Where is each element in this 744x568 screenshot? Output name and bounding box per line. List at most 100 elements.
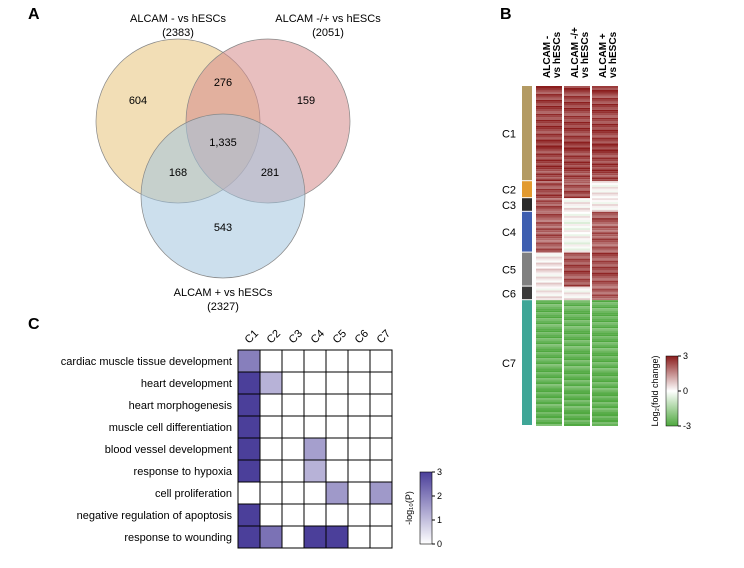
heatmap-cell — [536, 92, 562, 94]
heatmap-cell — [536, 212, 562, 214]
heatmap-cell — [536, 368, 562, 370]
gomatrix-cell — [282, 394, 304, 416]
heatmap-cell — [564, 396, 590, 398]
heatmap-cell — [564, 96, 590, 98]
heatmap-cell — [536, 338, 562, 340]
heatmap-cell — [564, 191, 590, 193]
heatmap-cell — [592, 350, 618, 352]
heatmap-cell — [592, 251, 618, 253]
gomatrix-cell — [260, 416, 282, 438]
heatmap-cell — [536, 289, 562, 291]
heatmap-cb-tick: -3 — [683, 421, 691, 431]
heatmap-cell — [536, 376, 562, 378]
heatmap-cell — [592, 261, 618, 263]
heatmap-cell — [592, 374, 618, 376]
heatmap-cell — [592, 348, 618, 350]
heatmap-cell — [564, 322, 590, 324]
gomatrix-cell — [348, 350, 370, 372]
heatmap-cell — [564, 210, 590, 212]
heatmap-cell — [536, 300, 562, 302]
heatmap-cell — [592, 202, 618, 204]
venn-value-5: 281 — [261, 167, 279, 179]
heatmap-cell — [536, 102, 562, 104]
gomatrix-cell — [370, 504, 392, 526]
heatmap-cell — [592, 259, 618, 261]
gomatrix-cell — [238, 504, 260, 526]
heatmap-cell — [536, 234, 562, 236]
heatmap-cb-tick: 0 — [683, 386, 688, 396]
gomatrix-col-C6: C6 — [353, 328, 371, 346]
gomatrix-cell — [282, 350, 304, 372]
heatmap-cell — [564, 336, 590, 338]
heatmap-cell — [536, 224, 562, 226]
heatmap-cell — [536, 372, 562, 374]
heatmap-cell — [564, 308, 590, 310]
heatmap-cell — [592, 216, 618, 218]
gomatrix-col-C1: C1 — [243, 328, 261, 346]
heatmap-cell — [564, 249, 590, 251]
heatmap-cell — [564, 298, 590, 300]
heatmap-cell — [592, 185, 618, 187]
heatmap-cell — [536, 279, 562, 281]
gomatrix-cell — [370, 350, 392, 372]
gomatrix-colorbar — [420, 472, 432, 544]
heatmap-cell — [536, 418, 562, 420]
heatmap-cell — [564, 189, 590, 191]
heatmap-cell — [564, 218, 590, 220]
heatmap-cell — [536, 146, 562, 148]
gomatrix-cell — [326, 482, 348, 504]
heatmap-cell — [564, 142, 590, 144]
heatmap-cell — [592, 378, 618, 380]
gomatrix-cell — [260, 372, 282, 394]
heatmap-cell — [564, 147, 590, 149]
heatmap-cell — [536, 362, 562, 364]
heatmap-cell — [536, 116, 562, 118]
heatmap-cell — [592, 344, 618, 346]
cluster-bar-C3 — [522, 198, 532, 211]
heatmap-cell — [592, 212, 618, 214]
heatmap-cell — [592, 314, 618, 316]
heatmap-cell — [536, 144, 562, 146]
heatmap-cell — [592, 400, 618, 402]
heatmap-cell — [564, 290, 590, 292]
heatmap-cell — [536, 386, 562, 388]
heatmap-cell — [592, 122, 618, 124]
venn-value-1: 276 — [214, 77, 232, 89]
heatmap-cell — [564, 153, 590, 155]
heatmap-cell — [592, 330, 618, 332]
heatmap-cell — [592, 189, 618, 191]
heatmap-cell — [536, 140, 562, 142]
heatmap-cell — [592, 354, 618, 356]
heatmap-cell — [564, 420, 590, 422]
gomatrix-cell — [348, 372, 370, 394]
gomatrix-cell — [348, 394, 370, 416]
heatmap-cell — [564, 326, 590, 328]
svg-text:C7: C7 — [375, 328, 393, 346]
heatmap-cell — [536, 316, 562, 318]
heatmap-cell — [536, 304, 562, 306]
gomatrix-cb-tick: 0 — [437, 539, 442, 549]
heatmap-cell — [564, 167, 590, 169]
heatmap-cell — [592, 234, 618, 236]
heatmap-cell — [536, 394, 562, 396]
heatmap-cell — [564, 406, 590, 408]
heatmap-cb-tick: 3 — [683, 351, 688, 361]
heatmap-cell — [536, 259, 562, 261]
heatmap-cell — [592, 232, 618, 234]
heatmap-cell — [592, 96, 618, 98]
heatmap-cell — [536, 396, 562, 398]
gomatrix-cell — [282, 372, 304, 394]
heatmap-cell — [536, 253, 562, 255]
heatmap-cell — [564, 114, 590, 116]
heatmap-cell — [564, 194, 590, 196]
heatmap-cell — [536, 200, 562, 202]
heatmap-cell — [564, 155, 590, 157]
heatmap-cell — [592, 175, 618, 177]
heatmap-cell — [564, 169, 590, 171]
heatmap-cell — [536, 334, 562, 336]
heatmap-cell — [592, 392, 618, 394]
heatmap-cell — [564, 340, 590, 342]
svg-text:C1: C1 — [243, 328, 261, 346]
gomatrix-cell — [326, 438, 348, 460]
heatmap-cell — [592, 224, 618, 226]
